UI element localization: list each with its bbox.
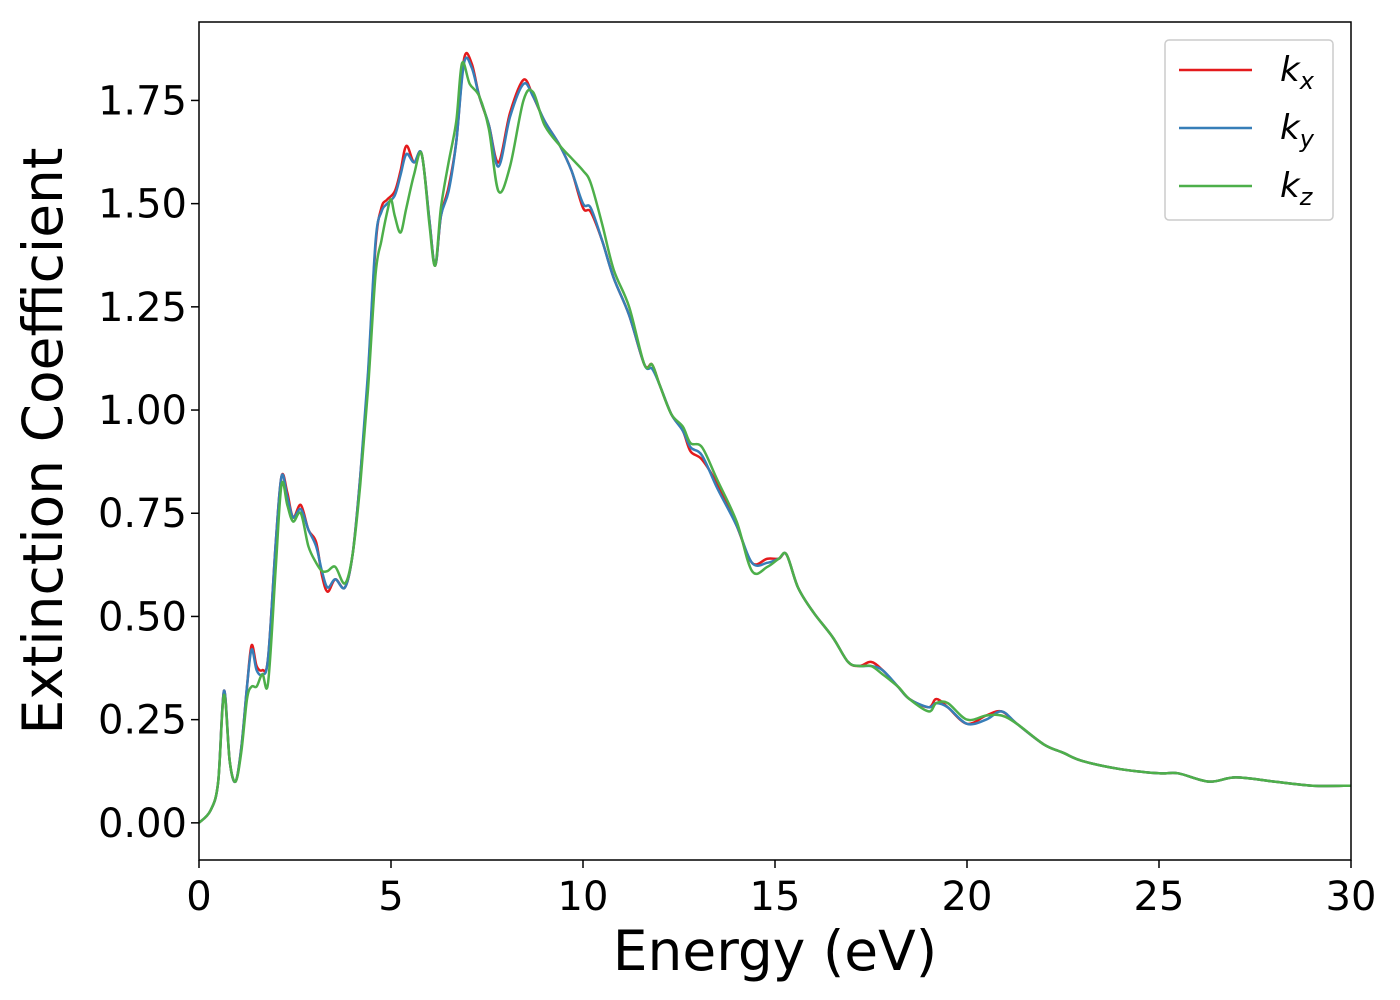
- y-axis-ticks: 0.00 0.25 0.50 0.75 1.00 1.25 1.50 1.75: [98, 78, 199, 847]
- legend-label-kz: kz: [1280, 166, 1314, 211]
- legend-box: [1164, 39, 1334, 221]
- x-tick-label: 30: [1326, 874, 1377, 920]
- x-tick-label: 10: [558, 874, 609, 920]
- y-tick-label: 0.00: [98, 801, 187, 847]
- legend: kx ky kz: [1164, 39, 1334, 221]
- y-tick-label: 1.00: [98, 388, 187, 434]
- legend-label-kx: kx: [1280, 50, 1315, 95]
- y-axis-title: Extinction Coefficient: [11, 148, 75, 735]
- y-tick-label: 1.50: [98, 182, 187, 228]
- x-tick-label: 15: [750, 874, 801, 920]
- series-layer: [199, 51, 1351, 824]
- y-tick-label: 0.50: [98, 594, 187, 640]
- x-tick-label: 20: [942, 874, 993, 920]
- legend-label-ky: ky: [1280, 108, 1315, 153]
- x-axis-ticks: 0 5 10 15 20 25 30: [186, 860, 1376, 920]
- y-tick-label: 0.75: [98, 491, 187, 537]
- y-tick-label: 0.25: [98, 698, 187, 744]
- y-tick-label: 1.75: [98, 78, 187, 124]
- x-tick-label: 25: [1134, 874, 1185, 920]
- x-tick-label: 0: [186, 874, 211, 920]
- x-tick-label: 5: [378, 874, 403, 920]
- y-tick-label: 1.25: [98, 285, 187, 331]
- series-line-kz: [199, 60, 1351, 824]
- x-axis-title: Energy (eV): [613, 919, 937, 983]
